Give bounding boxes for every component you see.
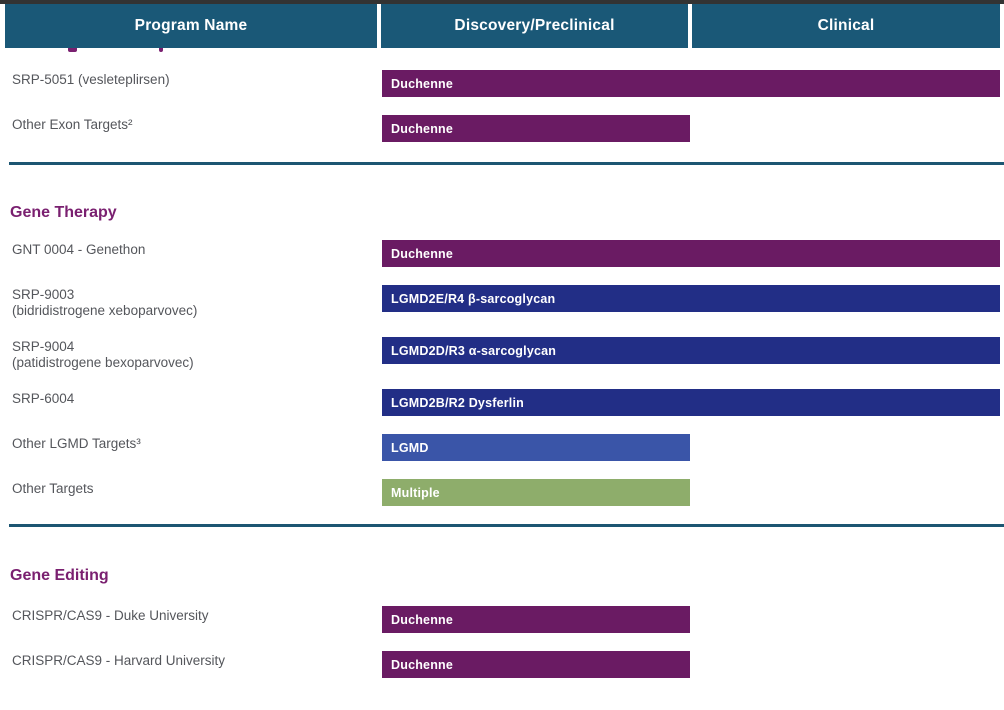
row-srp-9003: SRP-9003 (bidridistrogene xeboparvovec) … <box>5 285 1004 319</box>
program-subname: (bidridistrogene xeboparvovec) <box>12 303 198 318</box>
row-other-lgmd-targets: Other LGMD Targets³ LGMD <box>5 434 1004 461</box>
program-name: SRP-5051 (vesleteplirsen) <box>12 72 170 87</box>
program-name-cell: SRP-9003 (bidridistrogene xeboparvovec) <box>5 285 382 319</box>
row-srp-6004: SRP-6004 LGMD2B/R2 Dysferlin <box>5 389 1004 416</box>
indication-label: Duchenne <box>391 612 454 627</box>
section-gene-therapy: Gene Therapy GNT 0004 - Genethon Duchenn… <box>5 203 1004 506</box>
indication-label: LGMD <box>391 440 429 455</box>
section-title-gene-therapy: Gene Therapy <box>10 204 117 221</box>
program-name: Other Exon Targets² <box>12 117 133 132</box>
stage-bar: LGMD2D/R3 α-sarcoglycan <box>382 337 1000 364</box>
stage-bar: Duchenne <box>382 606 690 633</box>
program-subname: (patidistrogene bexoparvovec) <box>12 355 194 370</box>
stage-bar: LGMD <box>382 434 690 461</box>
section-gene-editing: Gene Editing CRISPR/CAS9 - Duke Universi… <box>5 566 1004 678</box>
section-exon-targets: SRP-5051 (vesleteplirsen) Duchenne Other… <box>5 70 1004 142</box>
stage-bar: Multiple <box>382 479 690 506</box>
program-name: Other LGMD Targets³ <box>12 436 141 451</box>
row-other-exon-targets: Other Exon Targets² Duchenne <box>5 115 1004 142</box>
section-divider <box>9 162 1004 165</box>
indication-label: LGMD2D/R3 α-sarcoglycan <box>391 343 557 358</box>
row-crispr-harvard: CRISPR/CAS9 - Harvard University Duchenn… <box>5 651 1004 678</box>
row-other-targets: Other Targets Multiple <box>5 479 1004 506</box>
stage-bar: Duchenne <box>382 70 1000 97</box>
program-name-cell: CRISPR/CAS9 - Duke University <box>5 606 382 624</box>
clipped-heading-descender <box>159 48 163 52</box>
indication-label: Duchenne <box>391 121 454 136</box>
column-header-discovery-preclinical: Discovery/Preclinical <box>381 4 688 48</box>
clipped-section-heading-fragment <box>0 48 1004 53</box>
program-name: CRISPR/CAS9 - Harvard University <box>12 653 226 668</box>
program-name: SRP-9003 <box>12 287 75 302</box>
program-name-cell: CRISPR/CAS9 - Harvard University <box>5 651 382 669</box>
column-header-clinical: Clinical <box>692 4 1000 48</box>
row-crispr-duke: CRISPR/CAS9 - Duke University Duchenne <box>5 606 1004 633</box>
top-border-strip <box>0 0 1004 4</box>
section-title-gene-editing: Gene Editing <box>10 567 109 584</box>
program-name: Other Targets <box>12 481 94 496</box>
indication-label: LGMD2B/R2 Dysferlin <box>391 395 524 410</box>
indication-label: LGMD2E/R4 β-sarcoglycan <box>391 291 556 306</box>
stage-bar: LGMD2E/R4 β-sarcoglycan <box>382 285 1000 312</box>
row-srp-9004: SRP-9004 (patidistrogene bexoparvovec) L… <box>5 337 1004 371</box>
program-name: CRISPR/CAS9 - Duke University <box>12 608 209 623</box>
program-name: SRP-6004 <box>12 391 75 406</box>
pipeline-table: SRP-5051 (vesleteplirsen) Duchenne Other… <box>0 70 1004 678</box>
indication-label: Duchenne <box>391 657 454 672</box>
indication-label: Multiple <box>391 485 440 500</box>
program-name-cell: SRP-5051 (vesleteplirsen) <box>5 70 382 88</box>
program-name-cell: SRP-9004 (patidistrogene bexoparvovec) <box>5 337 382 371</box>
program-name-cell: SRP-6004 <box>5 389 382 407</box>
row-gnt-0004: GNT 0004 - Genethon Duchenne <box>5 240 1004 267</box>
stage-bar: Duchenne <box>382 240 1000 267</box>
table-header: Program Name Discovery/Preclinical Clini… <box>5 4 1000 48</box>
column-header-program-name: Program Name <box>5 4 377 48</box>
program-name: SRP-9004 <box>12 339 75 354</box>
program-name: GNT 0004 - Genethon <box>12 242 146 257</box>
stage-bar: Duchenne <box>382 115 690 142</box>
clipped-heading-descender <box>68 48 77 52</box>
stage-bar: Duchenne <box>382 651 690 678</box>
indication-label: Duchenne <box>391 76 454 91</box>
program-name-cell: GNT 0004 - Genethon <box>5 240 382 258</box>
stage-bar: LGMD2B/R2 Dysferlin <box>382 389 1000 416</box>
program-name-cell: Other LGMD Targets³ <box>5 434 382 452</box>
indication-label: Duchenne <box>391 246 454 261</box>
program-name-cell: Other Exon Targets² <box>5 115 382 133</box>
section-divider <box>9 524 1004 527</box>
row-srp-5051: SRP-5051 (vesleteplirsen) Duchenne <box>5 70 1004 97</box>
program-name-cell: Other Targets <box>5 479 382 497</box>
